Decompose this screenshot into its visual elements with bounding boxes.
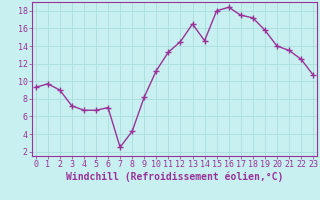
- X-axis label: Windchill (Refroidissement éolien,°C): Windchill (Refroidissement éolien,°C): [66, 172, 283, 182]
